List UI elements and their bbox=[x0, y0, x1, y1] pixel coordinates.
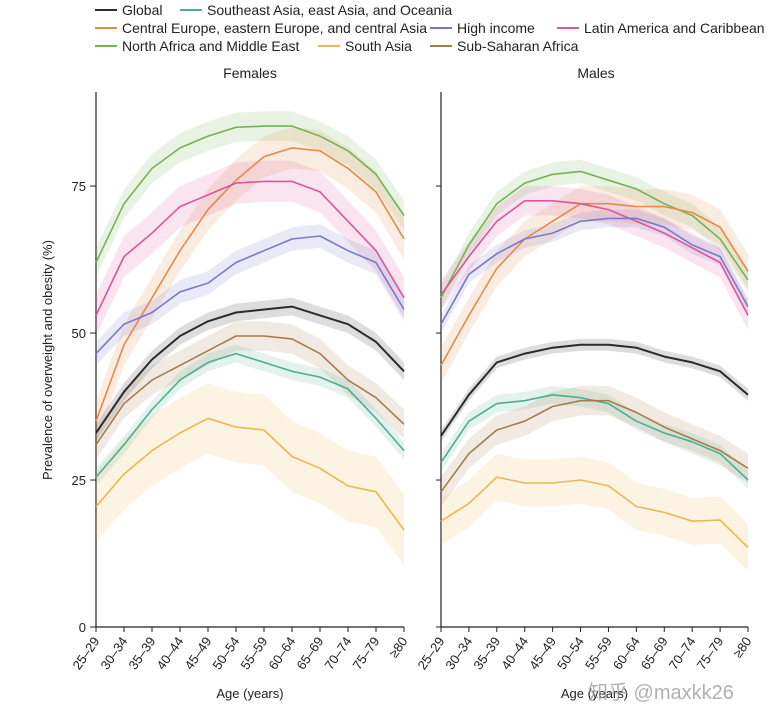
legend-item-sa: South Asia bbox=[318, 38, 412, 54]
y-axis-label: Prevalence of overweight and obesity (%) bbox=[40, 240, 55, 480]
legend-swatch bbox=[557, 27, 579, 29]
legend-label: Sub-Saharan Africa bbox=[457, 38, 579, 54]
uncertainty-band-lac bbox=[96, 160, 404, 336]
series-line-hi bbox=[440, 217, 749, 325]
x-tick-label: 50–54 bbox=[554, 634, 587, 672]
x-tick-label: 60–64 bbox=[265, 634, 298, 672]
legend-item-ssa: Sub-Saharan Africa bbox=[430, 38, 578, 54]
legend-swatch bbox=[95, 27, 117, 29]
x-tick-label: 45–49 bbox=[526, 634, 559, 672]
x-tick-label: 65–69 bbox=[293, 634, 326, 672]
y-tick-label: 25 bbox=[72, 473, 86, 488]
x-tick-label: 35–39 bbox=[470, 634, 503, 672]
legend-swatch bbox=[318, 45, 340, 47]
x-tick-label: ≥80 bbox=[386, 634, 411, 660]
legend-label: South Asia bbox=[345, 38, 412, 54]
uncertainty-band-global bbox=[96, 297, 404, 442]
x-axis-label: Age (years) bbox=[561, 686, 628, 701]
series-line-ssa bbox=[440, 399, 749, 493]
legend-label: Global bbox=[122, 2, 163, 18]
y-tick-label: 75 bbox=[72, 179, 86, 194]
x-tick-label: 45–49 bbox=[181, 634, 214, 672]
series-line-nafme bbox=[440, 170, 749, 299]
x-tick-label: 50–54 bbox=[209, 634, 242, 672]
series-line-lac bbox=[95, 180, 405, 316]
legend-item-nafme: North Africa and Middle East bbox=[95, 38, 299, 54]
legend-swatch bbox=[430, 27, 452, 29]
uncertainty-band-ceeca bbox=[441, 186, 748, 383]
legend-label: North Africa and Middle East bbox=[122, 38, 300, 54]
x-tick-label: 70–74 bbox=[321, 634, 354, 672]
series-line-ssa bbox=[95, 335, 405, 446]
x-tick-label: ≥80 bbox=[730, 634, 755, 660]
y-tick-label: 0 bbox=[79, 620, 86, 635]
series-line-sa bbox=[440, 476, 749, 549]
panel-title-females: Females bbox=[223, 65, 277, 81]
legend-label: Latin America and Caribbean bbox=[584, 20, 765, 36]
legend-swatch bbox=[180, 9, 202, 11]
legend-label: Central Europe, eastern Europe, and cent… bbox=[122, 20, 428, 36]
watermark: 知乎 @maxkk26 bbox=[588, 682, 734, 704]
legend-swatch bbox=[95, 9, 117, 11]
uncertainty-band-nafme bbox=[441, 159, 748, 310]
x-tick-label: 60–64 bbox=[610, 634, 643, 672]
x-tick-label: 40–44 bbox=[153, 634, 186, 672]
uncertainty-band-ssa bbox=[441, 386, 748, 507]
series-line-ceeca bbox=[440, 202, 749, 366]
uncertainty-band-ssa bbox=[96, 321, 404, 460]
x-tick-label: 25–29 bbox=[69, 634, 102, 672]
uncertainty-band-sa bbox=[441, 453, 748, 572]
series-line-global bbox=[440, 343, 749, 437]
legend-label: Southeast Asia, east Asia, and Oceania bbox=[207, 2, 453, 18]
series-line-lac bbox=[440, 200, 749, 316]
uncertainty-band-ceeca bbox=[96, 127, 404, 442]
legend-item-hi: High income bbox=[430, 20, 535, 36]
series-line-sea bbox=[95, 352, 405, 478]
x-axis-label: Age (years) bbox=[216, 686, 283, 701]
series-line-nafme bbox=[95, 125, 405, 263]
legend-label: High income bbox=[457, 20, 535, 36]
legend-item-lac: Latin America and Caribbean bbox=[557, 20, 765, 36]
series-line-sa bbox=[95, 417, 405, 531]
y-tick-label: 50 bbox=[72, 326, 86, 341]
series-line-global bbox=[95, 305, 405, 434]
x-tick-label: 35–39 bbox=[125, 634, 158, 672]
x-tick-label: 30–34 bbox=[442, 634, 475, 672]
uncertainty-band-hi bbox=[441, 209, 748, 333]
series-line-hi bbox=[95, 235, 405, 355]
x-tick-label: 40–44 bbox=[498, 634, 531, 672]
x-tick-label: 65–69 bbox=[638, 634, 671, 672]
series-line-ceeca bbox=[95, 147, 405, 422]
legend-item-global: Global bbox=[95, 2, 162, 18]
x-tick-label: 70–74 bbox=[666, 634, 699, 672]
x-tick-label: 25–29 bbox=[414, 634, 447, 672]
uncertainty-band-lac bbox=[441, 186, 748, 331]
x-tick-label: 55–59 bbox=[582, 634, 615, 672]
legend-item-ceeca: Central Europe, eastern Europe, and cent… bbox=[95, 20, 427, 36]
x-tick-label: 55–59 bbox=[237, 634, 270, 672]
uncertainty-band-hi bbox=[96, 224, 404, 366]
x-tick-label: 75–79 bbox=[349, 634, 382, 672]
panel-title-males: Males bbox=[577, 65, 614, 81]
x-tick-label: 30–34 bbox=[97, 634, 130, 672]
uncertainty-band-sa bbox=[96, 383, 404, 566]
chart-legend: Global Southeast Asia, east Asia, and Oce… bbox=[0, 0, 780, 60]
legend-item-sea: Southeast Asia, east Asia, and Oceania bbox=[180, 2, 452, 18]
legend-swatch bbox=[95, 45, 117, 47]
x-tick-label: 75–79 bbox=[694, 634, 727, 672]
legend-swatch bbox=[430, 45, 452, 47]
